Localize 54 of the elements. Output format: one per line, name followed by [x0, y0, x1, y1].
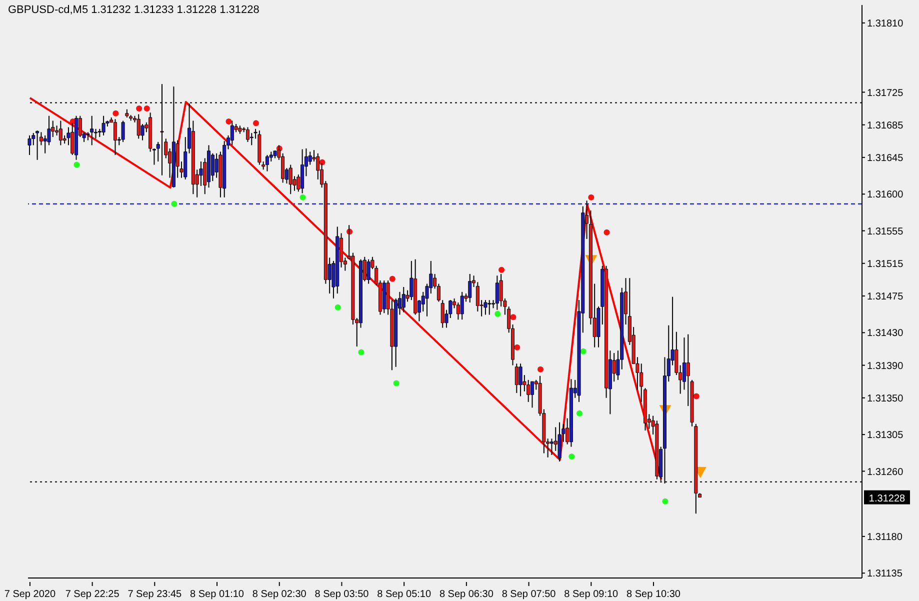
point	[604, 229, 610, 236]
x-tick-label: 8 Sep 05:10	[377, 589, 432, 600]
x-tick-label: 7 Sep 2020	[4, 589, 56, 600]
y-tick-label: 1.31555	[867, 226, 904, 238]
point	[74, 162, 80, 168]
x-tick-label: 8 Sep 02:30	[252, 589, 307, 600]
point	[300, 194, 306, 200]
point	[252, 120, 259, 126]
chart-title: GBPUSD-cd,M5 1.31232 1.31233 1.31228 1.31228	[8, 4, 260, 16]
point	[389, 276, 396, 282]
candlestick	[36, 130, 40, 160]
y-tick-label: 1.31305	[867, 430, 904, 442]
y-tick-label: 1.31810	[867, 18, 904, 30]
x-tick-label: 8 Sep 01:10	[190, 589, 244, 600]
y-tick-label: 1.31475	[867, 292, 904, 303]
point	[144, 106, 150, 112]
x-tick-label: 8 Sep 09:10	[564, 589, 619, 600]
point	[580, 348, 586, 354]
point	[171, 200, 178, 207]
x-tick-label: 8 Sep 10:30	[626, 589, 681, 600]
point	[568, 454, 575, 460]
y-tick-label: 1.31430	[867, 328, 904, 340]
point	[498, 266, 505, 273]
point	[136, 106, 142, 112]
y-tick-label: 1.31725	[867, 88, 904, 99]
point	[693, 393, 700, 400]
point	[514, 344, 520, 350]
x-tick-label: 7 Sep 23:45	[128, 589, 182, 600]
point	[334, 304, 341, 310]
y-tick-label: 1.31515	[867, 258, 904, 270]
x-tick-label: 8 Sep 06:30	[439, 589, 494, 600]
point	[510, 314, 516, 320]
x-tick-label: 8 Sep 03:50	[314, 589, 370, 600]
point	[358, 349, 364, 356]
y-tick-label: 1.31390	[867, 360, 904, 372]
y-tick-label: 1.31685	[867, 120, 904, 132]
y-tick-label: 1.31180	[867, 532, 903, 543]
point	[662, 498, 668, 504]
point	[393, 380, 400, 386]
point	[576, 410, 582, 416]
point	[494, 310, 501, 317]
x-tick-label: 7 Sep 22:25	[65, 589, 120, 600]
y-tick-label: 1.31350	[867, 393, 904, 404]
y-tick-label: 1.31645	[867, 152, 904, 164]
y-tick-label: 1.31135	[867, 568, 903, 580]
point	[226, 118, 232, 125]
x-tick-label: 8 Sep 07:50	[502, 589, 556, 600]
point	[588, 194, 594, 200]
text: 1.31228	[868, 493, 906, 504]
y-tick-label: 1.31260	[867, 466, 904, 478]
point	[537, 366, 544, 372]
point	[112, 110, 119, 116]
y-tick-label: 1.31600	[867, 190, 904, 201]
line-series	[28, 96, 662, 480]
